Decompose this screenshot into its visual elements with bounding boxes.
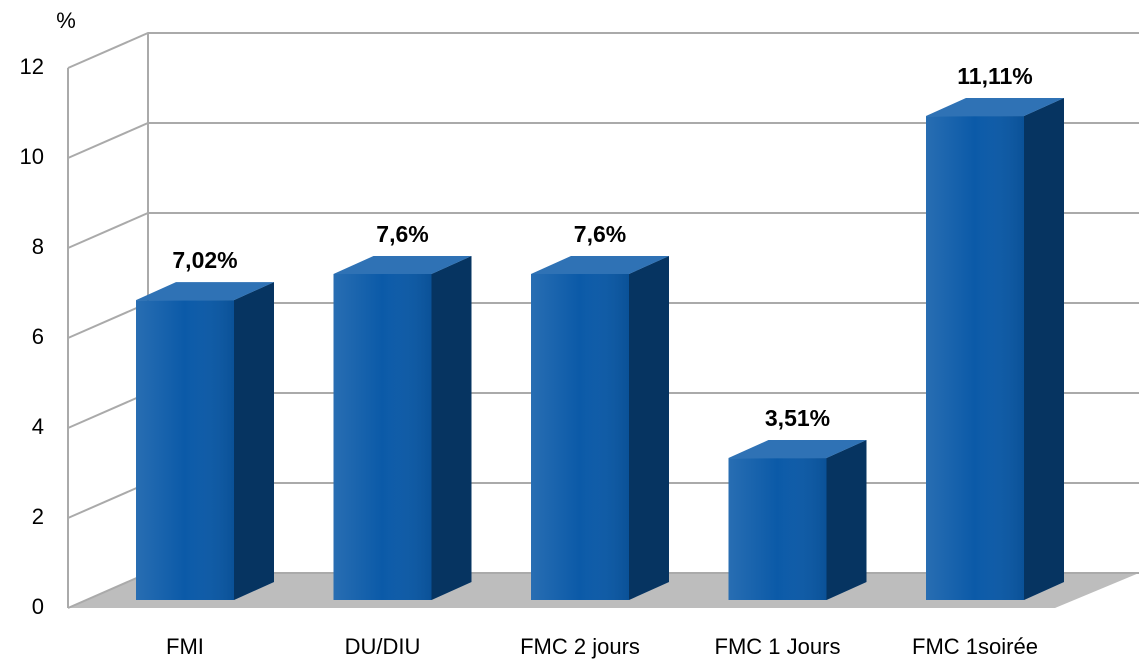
bar-top — [926, 98, 1064, 117]
bar-front-shade — [531, 274, 629, 600]
bar-top-shade — [728, 440, 867, 459]
value-label: 11,11% — [957, 63, 1032, 89]
x-tick-label: FMI — [166, 634, 204, 659]
bar-side-shade — [826, 440, 867, 600]
y-tick-label: 6 — [32, 324, 44, 349]
bar-front-shade — [333, 274, 432, 600]
bar — [531, 256, 669, 600]
y-tick-label: 2 — [32, 504, 44, 529]
bar-side — [629, 256, 669, 600]
y-axis-label: % — [56, 8, 76, 33]
bar-side-shade — [234, 282, 274, 600]
bar-front-shade — [926, 116, 1024, 601]
bar-top — [728, 440, 867, 459]
bar — [136, 282, 274, 600]
bar-top — [333, 256, 472, 274]
bar-top-shade — [333, 256, 472, 274]
bar — [333, 256, 472, 600]
bar-top-shade — [531, 256, 669, 274]
bar-top — [531, 256, 669, 274]
bar-front-shade — [136, 300, 234, 600]
y-tick-label: 0 — [32, 594, 44, 619]
bar-side — [431, 256, 472, 600]
bar-side — [826, 440, 867, 600]
bar-side-shade — [431, 256, 472, 600]
bar-side — [234, 282, 274, 600]
x-tick-label: FMC 1 Jours — [715, 634, 841, 659]
grid-line — [67, 32, 1139, 69]
x-tick-label: DU/DIU — [345, 634, 421, 659]
value-label: 7,6% — [376, 221, 428, 247]
grid-line — [67, 122, 1139, 159]
value-label: 7,6% — [574, 221, 626, 247]
y-tick-label: 12 — [20, 54, 44, 79]
x-tick-label: FMC 2 jours — [520, 634, 640, 659]
y-tick-label: 4 — [32, 414, 44, 439]
y-tick-label: 8 — [32, 234, 44, 259]
bar — [926, 98, 1064, 601]
bar-front-shade — [728, 458, 827, 600]
grid-line — [67, 212, 1139, 249]
y-tick-label: 10 — [20, 144, 44, 169]
bar-side — [1024, 98, 1064, 601]
value-label: 3,51% — [765, 405, 830, 431]
value-label: 7,02% — [172, 247, 237, 273]
bar-top — [136, 282, 274, 301]
bar-top-shade — [926, 98, 1064, 117]
bar-side-shade — [629, 256, 669, 600]
x-tick-label: FMC 1soirée — [912, 634, 1038, 659]
bar-top-shade — [136, 282, 274, 301]
bar — [728, 440, 867, 600]
bar-side-shade — [1024, 98, 1064, 601]
